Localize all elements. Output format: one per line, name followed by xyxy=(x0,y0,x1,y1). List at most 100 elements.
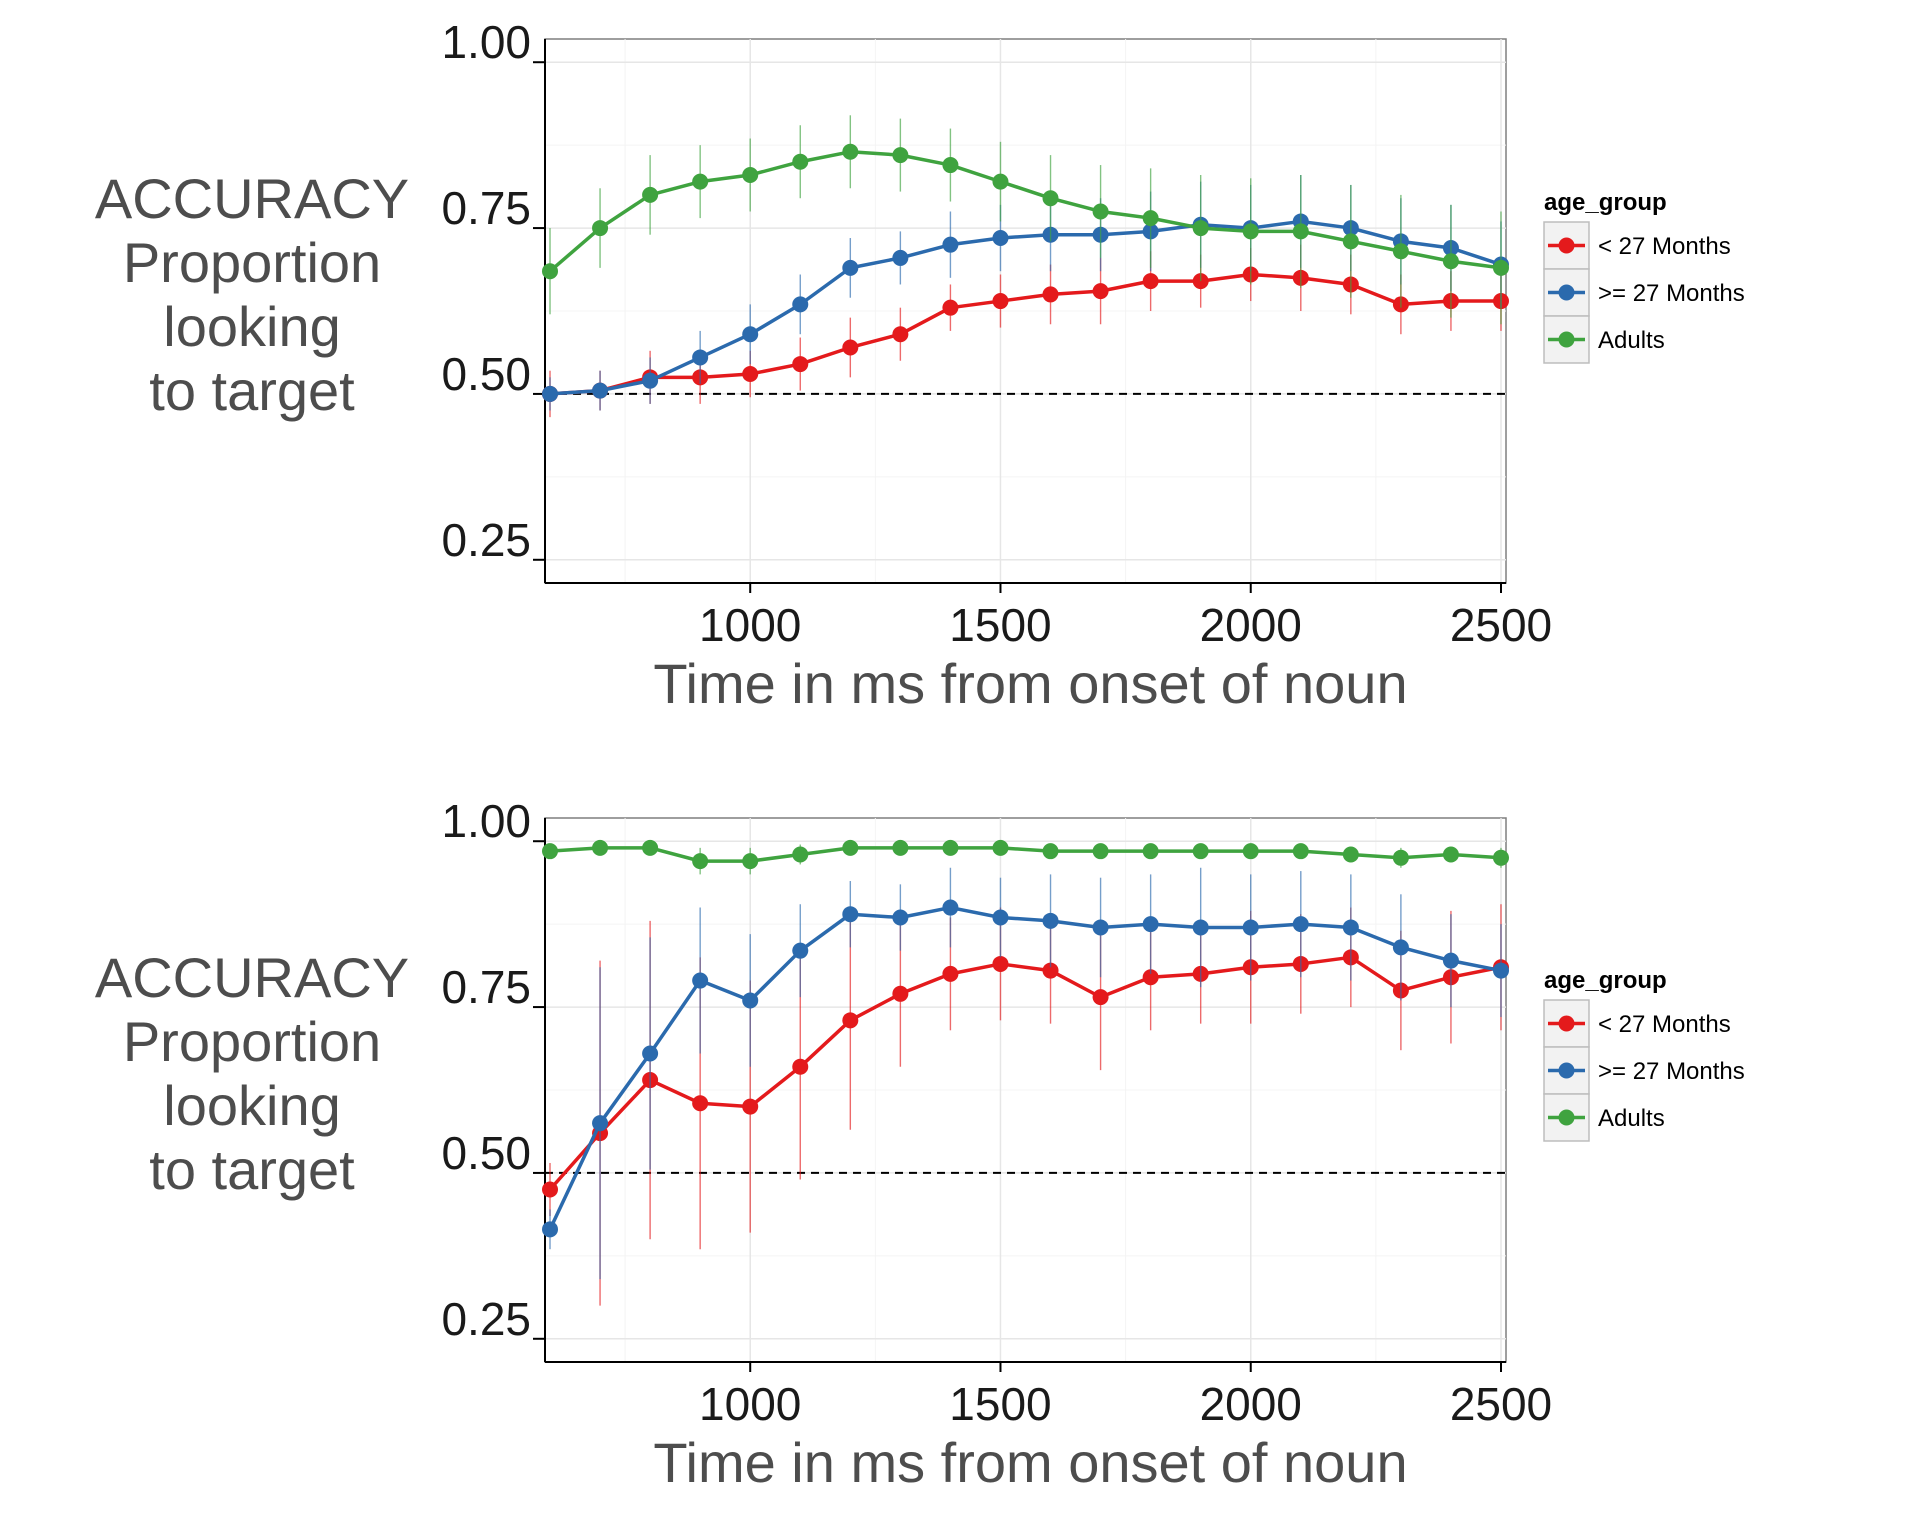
data-point xyxy=(642,186,659,203)
y-tick-label: 1.00 xyxy=(441,795,531,847)
data-point xyxy=(1192,919,1209,936)
legend-key-point xyxy=(1558,331,1575,348)
data-point xyxy=(1092,203,1109,220)
data-point xyxy=(792,942,809,959)
y-tick-label: 0.50 xyxy=(441,1127,531,1179)
data-point xyxy=(942,839,959,856)
data-point xyxy=(742,366,759,383)
data-point xyxy=(592,1115,609,1132)
data-point xyxy=(792,1058,809,1075)
data-point xyxy=(542,843,559,860)
data-point xyxy=(1342,846,1359,863)
x-axis-title: Time in ms from onset of noun xyxy=(653,652,1407,715)
data-point xyxy=(892,909,909,926)
data-point xyxy=(1492,259,1509,276)
data-point xyxy=(642,1045,659,1062)
y-axis-title-line: looking xyxy=(163,1074,340,1137)
data-point xyxy=(742,1098,759,1115)
x-tick-label: 2500 xyxy=(1450,1378,1552,1430)
series-1 xyxy=(542,244,1509,418)
data-point xyxy=(1442,253,1459,270)
data-point xyxy=(892,249,909,266)
legend-label: >= 27 Months xyxy=(1598,280,1745,307)
data-point xyxy=(1442,952,1459,969)
y-tick-label: 0.25 xyxy=(441,514,531,566)
data-point xyxy=(742,992,759,1009)
data-point xyxy=(1042,962,1059,979)
data-point xyxy=(1042,286,1059,303)
data-point xyxy=(1342,233,1359,250)
series-line xyxy=(548,150,1502,273)
legend-key-point xyxy=(1558,237,1575,254)
data-point xyxy=(1142,843,1159,860)
data-point xyxy=(692,173,709,190)
data-point xyxy=(1142,210,1159,227)
series-group xyxy=(542,839,1509,1306)
x-tick-label: 1000 xyxy=(699,599,801,651)
data-point xyxy=(1242,843,1259,860)
x-tick-label: 2500 xyxy=(1450,599,1552,651)
data-point xyxy=(842,1012,859,1029)
data-point xyxy=(642,372,659,389)
data-point xyxy=(842,143,859,160)
data-point xyxy=(792,296,809,313)
data-point xyxy=(892,839,909,856)
data-point xyxy=(892,985,909,1002)
data-point xyxy=(1292,843,1309,860)
data-point xyxy=(592,382,609,399)
x-tick-label: 1500 xyxy=(949,599,1051,651)
legend-key-point xyxy=(1558,284,1575,301)
data-point xyxy=(1042,190,1059,207)
chart-panel-2: 0.25 0.50 0.75 1.00 1000 1500 2000 2500 Time in … xyxy=(95,795,1745,1494)
data-point xyxy=(1142,969,1159,986)
data-point xyxy=(742,326,759,343)
data-point xyxy=(1392,939,1409,956)
legend-label: Adults xyxy=(1598,327,1665,354)
x-tick-label: 2000 xyxy=(1200,1378,1302,1430)
data-point xyxy=(1092,919,1109,936)
series-line xyxy=(549,272,1501,396)
data-point xyxy=(842,906,859,923)
series-line xyxy=(549,219,1502,396)
data-point xyxy=(1392,849,1409,866)
legend-label: < 27 Months xyxy=(1598,233,1731,260)
data-point xyxy=(942,899,959,916)
data-point xyxy=(692,1095,709,1112)
chart-panel-1: 0.25 0.50 0.75 1.00 1000 1500 2000 2500 Time in … xyxy=(95,16,1745,715)
data-point xyxy=(1092,989,1109,1006)
series-3 xyxy=(542,115,1509,325)
data-point xyxy=(792,846,809,863)
legend-key-point xyxy=(1558,1015,1575,1032)
y-axis-title-line: Proportion xyxy=(123,1010,381,1073)
data-point xyxy=(1292,223,1309,240)
y-tick-label: 1.00 xyxy=(441,16,531,68)
y-axis-title-line: Proportion xyxy=(123,231,381,294)
data-point xyxy=(942,965,959,982)
data-point xyxy=(1242,223,1259,240)
data-point xyxy=(1492,962,1509,979)
y-tick-label: 0.75 xyxy=(441,182,531,234)
y-tick-label: 0.75 xyxy=(441,961,531,1013)
data-point xyxy=(542,1221,559,1238)
legend-label: >= 27 Months xyxy=(1598,1058,1745,1085)
y-tick-label: 0.25 xyxy=(441,1293,531,1345)
y-tick-label: 0.50 xyxy=(441,348,531,400)
legend-label: Adults xyxy=(1598,1105,1665,1132)
legend: age_group < 27 Months >= 27 Months Adults xyxy=(1543,189,1745,364)
data-point xyxy=(692,853,709,870)
data-point xyxy=(1042,912,1059,929)
data-point xyxy=(592,220,609,237)
legend-title: age_group xyxy=(1544,967,1667,994)
series-line xyxy=(548,905,1502,1231)
data-point xyxy=(792,153,809,170)
data-point xyxy=(842,839,859,856)
data-point xyxy=(642,839,659,856)
series-group xyxy=(542,115,1509,418)
data-point xyxy=(992,173,1009,190)
data-point xyxy=(1142,273,1159,290)
x-tick-label: 1500 xyxy=(949,1378,1051,1430)
data-point xyxy=(992,839,1009,856)
data-point xyxy=(742,167,759,183)
data-point xyxy=(1242,919,1259,936)
data-point xyxy=(1292,916,1309,933)
